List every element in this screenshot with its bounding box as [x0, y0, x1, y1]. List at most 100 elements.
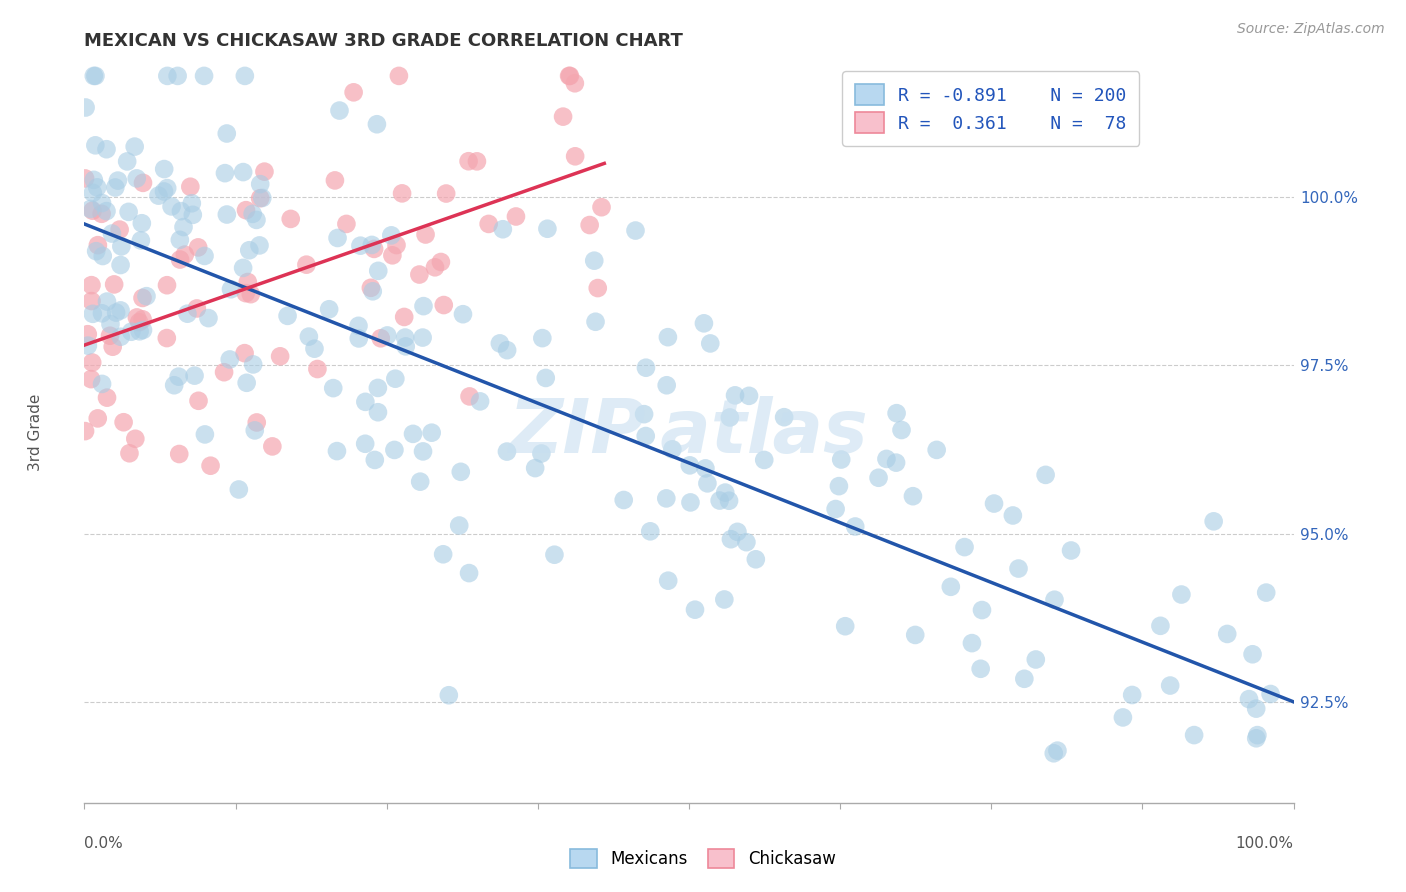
- Point: [693, 316, 716, 330]
- Legend: Mexicans, Chickasaw: Mexicans, Chickasaw: [564, 842, 842, 875]
- Point: [381, 248, 404, 262]
- Point: [1014, 672, 1036, 686]
- Point: [402, 426, 425, 441]
- Point: [124, 432, 146, 446]
- Point: [1244, 731, 1267, 746]
- Point: [558, 69, 581, 83]
- Point: [156, 331, 179, 345]
- Point: [505, 210, 527, 224]
- Point: [215, 127, 238, 141]
- Text: ZIP atlas: ZIP atlas: [509, 396, 869, 469]
- Point: [76, 338, 98, 352]
- Point: [367, 405, 389, 419]
- Point: [167, 369, 190, 384]
- Point: [1007, 561, 1029, 575]
- Point: [430, 255, 453, 269]
- Text: MEXICAN VS CHICKASAW 3RD GRADE CORRELATION CHART: MEXICAN VS CHICKASAW 3RD GRADE CORRELATI…: [84, 32, 683, 50]
- Point: [412, 299, 434, 313]
- Point: [828, 479, 851, 493]
- Point: [96, 391, 118, 405]
- Point: [80, 294, 103, 309]
- Point: [322, 381, 344, 395]
- Point: [233, 346, 256, 360]
- Point: [543, 548, 565, 562]
- Point: [91, 376, 114, 391]
- Point: [1241, 647, 1264, 661]
- Point: [249, 177, 271, 191]
- Point: [391, 186, 413, 201]
- Point: [496, 343, 519, 358]
- Point: [1182, 728, 1205, 742]
- Point: [714, 485, 737, 500]
- Point: [354, 394, 377, 409]
- Text: 100.0%: 100.0%: [1236, 836, 1294, 851]
- Point: [335, 217, 357, 231]
- Point: [101, 340, 124, 354]
- Point: [125, 171, 148, 186]
- Point: [1216, 627, 1239, 641]
- Point: [412, 330, 434, 344]
- Point: [249, 191, 271, 205]
- Point: [434, 186, 457, 201]
- Point: [423, 260, 446, 275]
- Point: [1159, 679, 1181, 693]
- Point: [360, 238, 382, 252]
- Point: [633, 407, 655, 421]
- Point: [1246, 728, 1268, 742]
- Point: [432, 547, 454, 561]
- Point: [496, 444, 519, 458]
- Point: [634, 360, 657, 375]
- Point: [530, 446, 553, 460]
- Point: [84, 244, 107, 259]
- Point: [586, 281, 609, 295]
- Point: [720, 533, 742, 547]
- Point: [713, 592, 735, 607]
- Point: [235, 203, 257, 218]
- Point: [75, 101, 97, 115]
- Point: [492, 222, 515, 236]
- Point: [200, 458, 222, 473]
- Point: [110, 303, 132, 318]
- Point: [160, 199, 183, 213]
- Point: [105, 305, 128, 319]
- Point: [326, 444, 349, 458]
- Point: [830, 452, 852, 467]
- Point: [183, 368, 205, 383]
- Point: [215, 207, 238, 221]
- Point: [1001, 508, 1024, 523]
- Point: [135, 289, 157, 303]
- Point: [82, 307, 104, 321]
- Point: [110, 258, 132, 272]
- Point: [228, 483, 250, 497]
- Point: [683, 603, 706, 617]
- Point: [367, 264, 389, 278]
- Point: [1121, 688, 1143, 702]
- Point: [420, 425, 443, 440]
- Point: [170, 204, 193, 219]
- Point: [361, 285, 384, 299]
- Point: [131, 216, 153, 230]
- Point: [112, 415, 135, 429]
- Text: 3rd Grade: 3rd Grade: [28, 394, 44, 471]
- Point: [578, 218, 600, 232]
- Point: [238, 244, 260, 258]
- Point: [82, 186, 104, 200]
- Point: [657, 574, 679, 588]
- Point: [409, 475, 432, 489]
- Point: [120, 325, 142, 339]
- Point: [524, 461, 547, 475]
- Point: [107, 173, 129, 187]
- Point: [696, 476, 718, 491]
- Point: [218, 352, 240, 367]
- Point: [87, 238, 110, 252]
- Point: [103, 277, 125, 292]
- Point: [212, 365, 235, 379]
- Point: [884, 456, 907, 470]
- Point: [232, 165, 254, 179]
- Point: [118, 446, 141, 460]
- Point: [437, 688, 460, 702]
- Point: [219, 282, 242, 296]
- Point: [156, 278, 179, 293]
- Point: [194, 427, 217, 442]
- Point: [983, 497, 1005, 511]
